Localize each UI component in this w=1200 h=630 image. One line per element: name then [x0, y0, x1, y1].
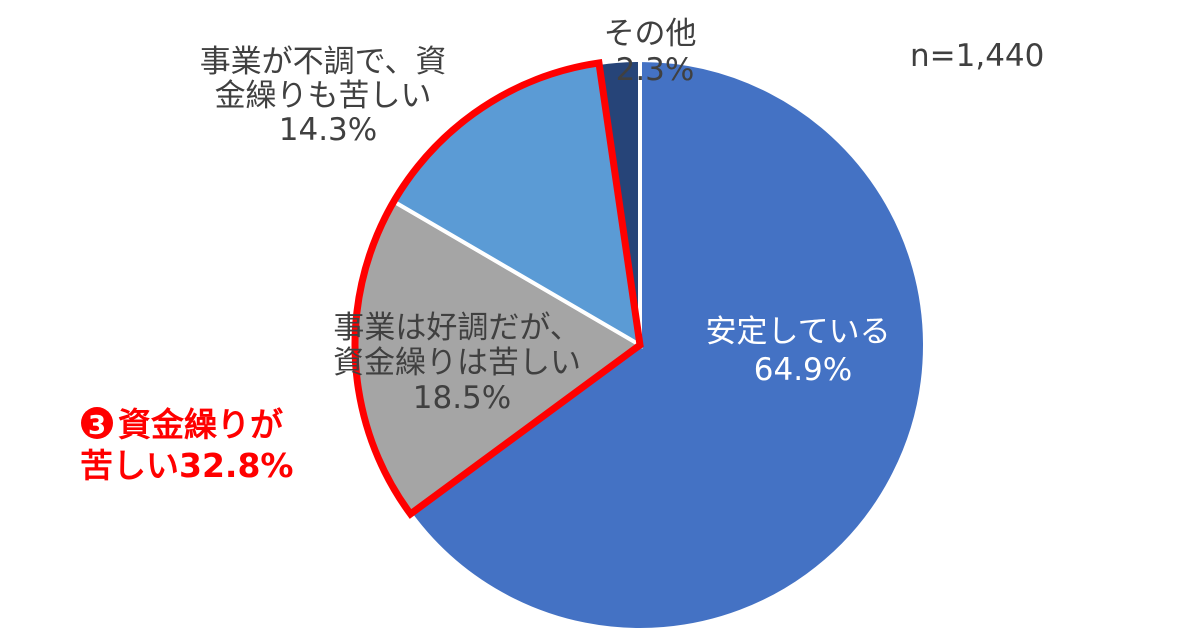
pie-slices [353, 57, 927, 630]
slice-label-poor-business-tight-cash: 事業が不調で、資 金繰りも苦しい 14.3% [200, 44, 457, 148]
highlight-callout: 3 資金繰りが 苦しい32.8% [80, 405, 295, 485]
highlight-outline [351, 58, 644, 519]
highlight-callout-text: 資金繰りが 苦しい32.8% [80, 405, 295, 485]
pie-slice-stable [407, 57, 927, 630]
highlight-number-badge [81, 407, 113, 439]
highlight-number: 3 [88, 411, 106, 441]
sample-size-label: n=1,440 [910, 38, 1044, 74]
slice-label-other: その他 2.3% [604, 16, 707, 88]
slice-label-stable: 安定している 64.9% [706, 314, 901, 388]
slice-label-good-business-tight-cash: 事業は好調だが、 資金繰りは苦しい 18.5% [333, 310, 591, 416]
